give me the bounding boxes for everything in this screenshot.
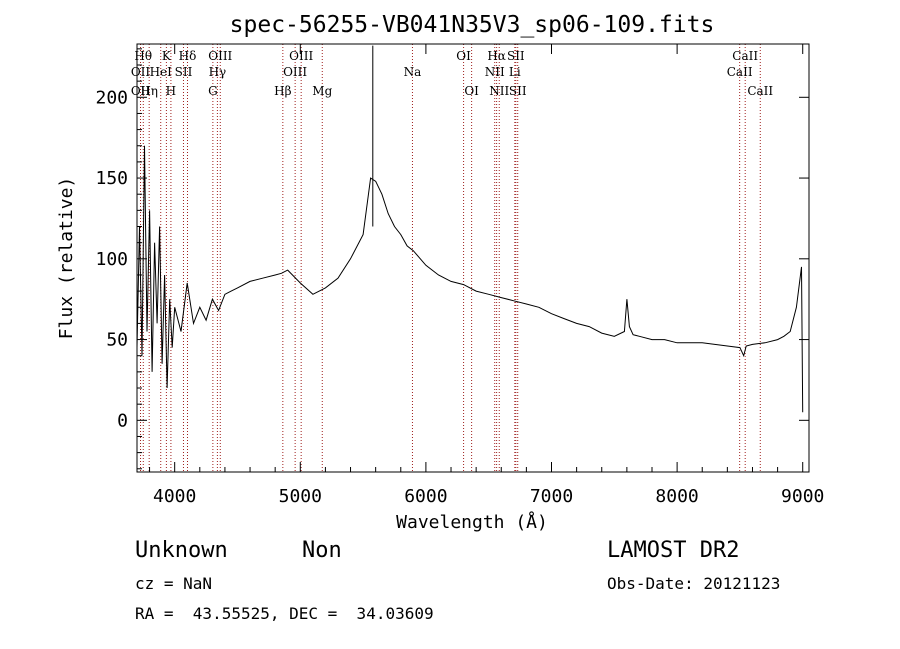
line-label: OIII	[283, 65, 307, 79]
line-label: H	[166, 84, 176, 98]
line-label: NII	[489, 84, 509, 98]
plot-frame	[136, 43, 810, 473]
line-label: G	[208, 84, 218, 98]
line-label: NII	[485, 65, 505, 79]
x-tick-label: 7000	[530, 486, 573, 507]
line-label: Na	[404, 65, 422, 79]
x-tick-label: 6000	[404, 486, 447, 507]
line-label: Hη	[140, 84, 158, 98]
object-subclass: Non	[302, 538, 342, 563]
emission-line-markers	[140, 44, 761, 472]
line-label: CaII	[727, 65, 753, 79]
line-label: OI	[456, 49, 471, 63]
observation-date: Obs-Date: 20121123	[607, 574, 781, 593]
line-label: CaII	[732, 49, 758, 63]
line-label: OII	[131, 84, 151, 98]
y-tick-label: 0	[117, 410, 128, 431]
y-tick-label: 50	[106, 330, 128, 351]
chart-title: spec-56255-VB041N35V3_sp06-109.fits	[230, 12, 715, 38]
redshift-cz: cz = NaN	[135, 574, 213, 593]
emission-line-labels: HθOIIOIIHηHeIKHSIIHδGHγOIIIHβOIIIOIIIMgN…	[131, 49, 774, 98]
y-tick-label: 200	[95, 87, 128, 108]
x-tick-label: 8000	[655, 486, 698, 507]
line-label: HeI	[150, 65, 173, 79]
y-tick-label: 100	[95, 249, 128, 270]
y-axis-label: Flux (relative)	[56, 177, 77, 340]
line-label: Hα	[487, 49, 506, 63]
line-label: OI	[464, 84, 479, 98]
line-label: Hβ	[274, 84, 291, 98]
line-label: Hδ	[179, 49, 197, 63]
object-class: Unknown	[135, 538, 228, 563]
y-tick-label: 150	[95, 168, 128, 189]
coordinates: RA = 43.55525, DEC = 34.03609	[135, 604, 434, 623]
line-label: Li	[509, 65, 521, 79]
line-label: SII	[175, 65, 193, 79]
x-tick-label: 9000	[781, 486, 824, 507]
line-label: Hγ	[209, 65, 227, 79]
x-axis-label: Wavelength (Å)	[396, 511, 548, 533]
line-label: CaII	[747, 84, 773, 98]
line-label: K	[162, 49, 172, 63]
line-label: Mg	[312, 84, 332, 98]
line-label: OII	[131, 65, 151, 79]
x-axis: 4000 5000 6000 7000 8000 9000	[149, 44, 824, 507]
spectrum-line	[136, 45, 804, 413]
line-label: OIII	[208, 49, 232, 63]
line-label: OIII	[289, 49, 313, 63]
survey-name: LAMOST DR2	[607, 538, 740, 563]
line-label: SII	[509, 84, 527, 98]
y-axis: 0 50 100 150 200	[95, 48, 809, 470]
x-tick-label: 5000	[279, 486, 322, 507]
line-label: Hθ	[134, 49, 152, 63]
x-tick-label: 4000	[153, 486, 196, 507]
line-label: SII	[507, 49, 525, 63]
